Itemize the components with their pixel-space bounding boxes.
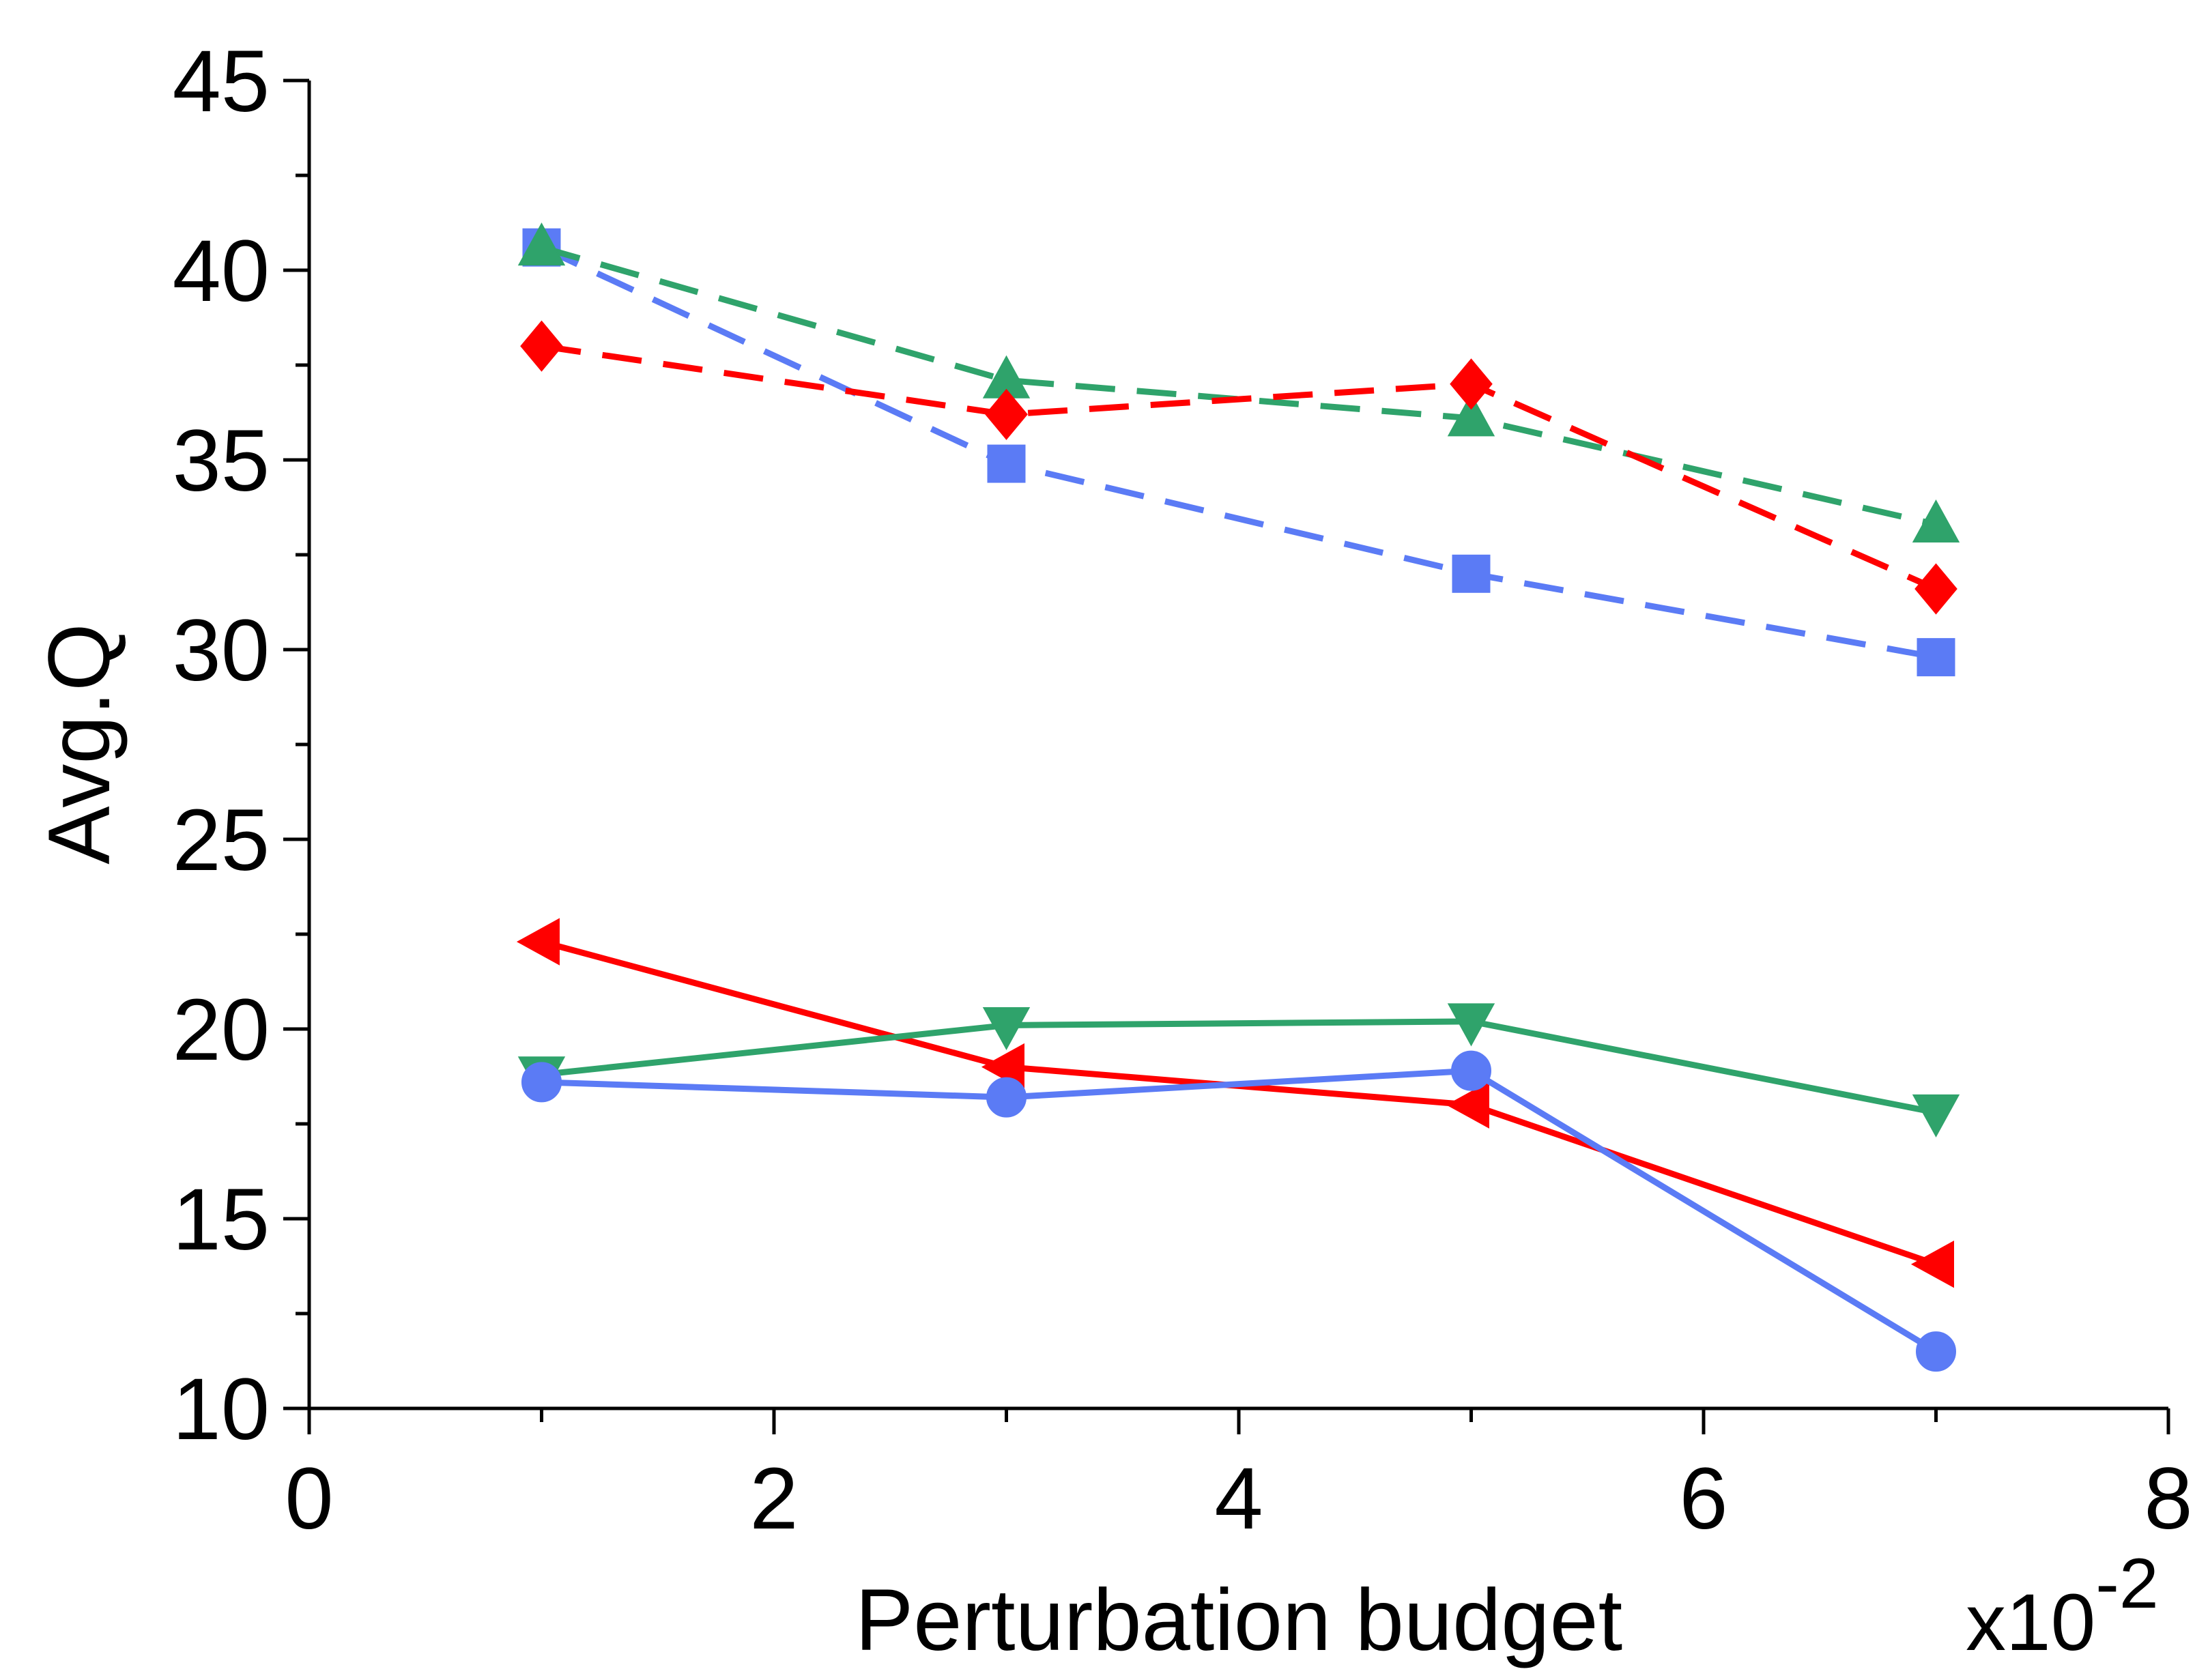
series-line — [541, 1067, 1938, 1355]
series-blue-dashed-square — [522, 228, 1955, 677]
y-tick-label: 45 — [173, 33, 270, 130]
series-blue-solid-circle — [521, 1050, 1956, 1372]
data-point-triangle-down — [1912, 1094, 1960, 1138]
series-group — [516, 222, 1960, 1372]
series-line — [541, 244, 1937, 527]
y-tick-label: 25 — [173, 792, 270, 889]
data-point-square — [1917, 638, 1955, 677]
data-point-triangle-down — [1447, 1003, 1495, 1047]
data-point-diamond — [1914, 563, 1957, 615]
data-point-circle — [1451, 1050, 1491, 1091]
data-point-triangle-left — [516, 918, 560, 966]
data-point-triangle-up — [1912, 499, 1960, 543]
series-line — [540, 244, 1937, 661]
label-group: Perturbation budget Avg.Q x10-2 — [31, 623, 2159, 1669]
x-axis-multiplier: x10-2 — [1966, 1544, 2159, 1668]
tick-group: 10 15 20 25 30 35 40 45 0 2 4 6 8 — [173, 33, 2193, 1548]
series-green-dashed-triangle-up — [517, 222, 1960, 543]
x-tick-label: 6 — [1679, 1450, 1727, 1548]
series-line — [541, 938, 1937, 1267]
data-point-triangle-down — [982, 1006, 1031, 1051]
y-tick-label: 35 — [173, 412, 270, 510]
data-point-triangle-left — [1446, 1081, 1489, 1129]
series-green-solid-triangle-down — [517, 1003, 1960, 1138]
y-tick-label: 10 — [173, 1361, 270, 1458]
data-point-circle — [521, 1062, 562, 1103]
data-point-triangle-left — [1910, 1241, 1954, 1288]
data-point-circle — [986, 1077, 1027, 1118]
data-point-square — [987, 444, 1026, 483]
x-tick-label: 4 — [1214, 1450, 1263, 1548]
data-point-diamond — [1450, 358, 1493, 410]
x-axis-multiplier-exponent: -2 — [2095, 1544, 2158, 1623]
series-line — [541, 343, 1938, 592]
data-point-circle — [1916, 1331, 1956, 1372]
data-point-diamond — [985, 388, 1028, 440]
x-tick-label: 2 — [749, 1450, 798, 1548]
y-tick-label: 30 — [173, 602, 270, 699]
data-point-triangle-up — [1447, 393, 1495, 437]
y-tick-label: 20 — [173, 981, 270, 1079]
series-red-dashed-diamond — [520, 320, 1957, 615]
data-point-diamond — [520, 320, 563, 372]
y-axis-title: Avg.Q — [31, 623, 128, 864]
y-tick-label: 15 — [173, 1171, 270, 1269]
x-axis-title: Perturbation budget — [855, 1572, 1622, 1669]
x-tick-label: 0 — [285, 1450, 333, 1548]
x-tick-label: 8 — [2144, 1450, 2192, 1548]
data-point-triangle-up — [517, 222, 566, 266]
data-point-square — [1452, 554, 1491, 593]
y-tick-label: 40 — [173, 222, 270, 320]
axes — [307, 81, 2168, 1410]
series-line — [541, 1018, 1937, 1116]
